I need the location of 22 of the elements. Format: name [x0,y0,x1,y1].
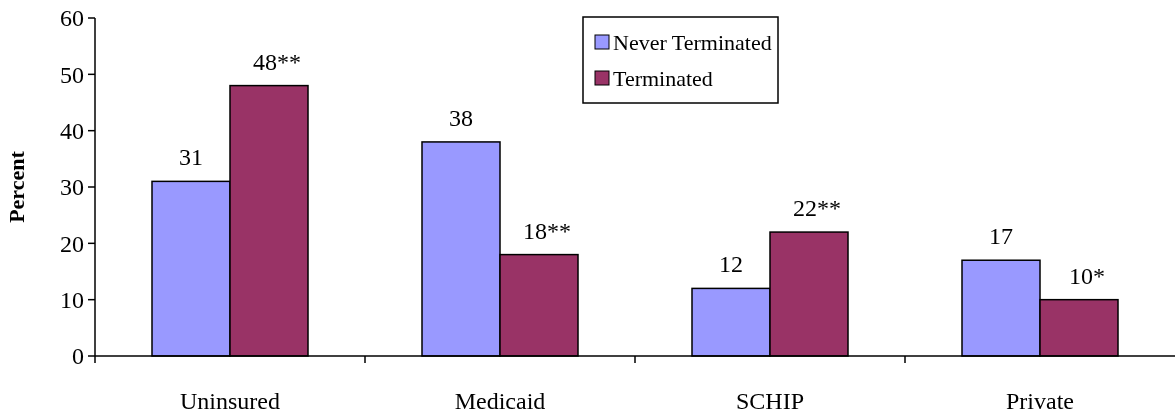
data-label: 38 [449,104,473,131]
data-label: 48** [253,48,301,75]
x-tick-label: Medicaid [454,388,546,414]
data-label: 12 [719,251,743,278]
data-label: 22** [793,195,841,222]
legend-label: Never Terminated [613,29,772,55]
data-label: 31 [179,144,203,171]
y-axis-title: Percent [4,150,29,223]
y-tick-label: 0 [72,343,84,370]
y-tick-label: 20 [60,230,84,257]
data-label: 17 [989,223,1013,250]
y-tick-label: 60 [60,5,84,32]
x-tick-label: Private [1006,388,1074,414]
data-label: 18** [523,217,571,244]
y-tick-label: 30 [60,174,84,201]
y-tick-label: 50 [60,61,84,88]
x-tick-label: Uninsured [180,388,280,414]
y-tick-label: 40 [60,118,84,145]
data-label: 10* [1069,262,1105,289]
y-tick-label: 10 [60,287,84,314]
x-tick-label: SCHIP [735,388,805,414]
legend-label: Terminated [613,65,713,91]
